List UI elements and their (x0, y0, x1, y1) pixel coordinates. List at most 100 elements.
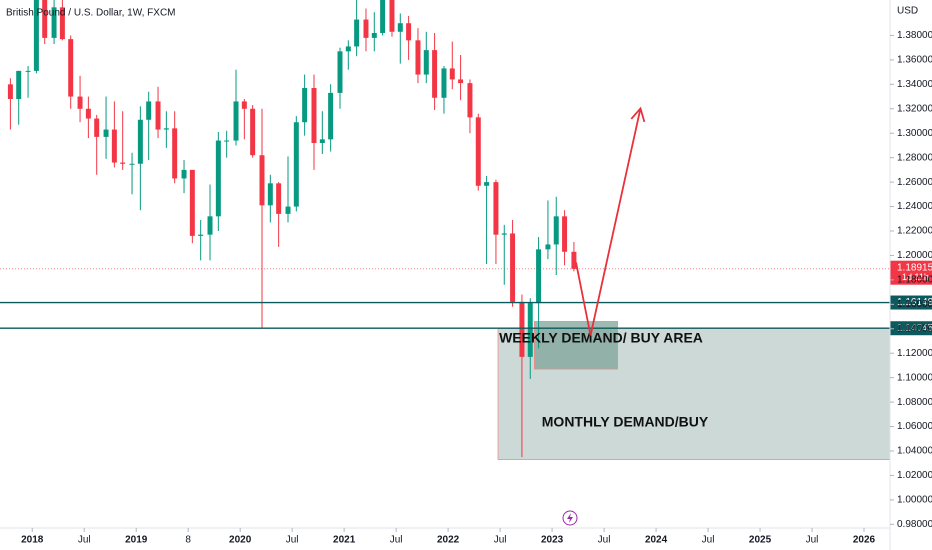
candle-body (198, 234, 204, 236)
price-label: 1.16148 (897, 297, 932, 308)
candle-body (380, 0, 386, 33)
candle-body (371, 33, 377, 38)
y-tick-label: 1.08000 (897, 397, 932, 408)
candle-body (406, 23, 412, 41)
x-tick-label: 2022 (437, 535, 460, 546)
candle-body (25, 70, 31, 72)
candle-body (571, 251, 577, 269)
candle-body (129, 163, 135, 165)
candle-body (33, 0, 39, 71)
x-tick-label: 2018 (21, 535, 44, 546)
x-tick-label: 8 (185, 535, 191, 546)
y-axis-label: USD (897, 6, 918, 17)
y-tick-label: 1.34000 (897, 79, 932, 90)
candle-body (501, 233, 507, 235)
event-icon[interactable] (562, 510, 578, 526)
candle-body (224, 140, 230, 142)
x-tick-label: 2023 (541, 535, 564, 546)
candle-body (285, 206, 291, 214)
candle-body (475, 117, 481, 186)
y-tick-label: 1.16000 (897, 299, 932, 310)
candle-body (527, 303, 533, 357)
y-tick-label: 1.36000 (897, 55, 932, 66)
candle-body (233, 101, 239, 141)
candle-body (42, 0, 48, 38)
y-tick-label: 1.02000 (897, 470, 932, 481)
candle-body (51, 7, 57, 38)
candle-body (215, 140, 221, 217)
candle-body (545, 244, 551, 250)
y-tick-label: 1.32000 (897, 103, 932, 114)
current-price-box (890, 260, 932, 285)
price-label-box (890, 321, 932, 336)
candle-body (493, 182, 499, 235)
y-tick-label: 1.30000 (897, 128, 932, 139)
candle-body (172, 128, 178, 179)
x-tick-label: Jul (806, 535, 819, 546)
zone-label: MONTHLY DEMAND/BUY (542, 414, 709, 430)
y-tick-label: 1.18000 (897, 275, 932, 286)
candle-body (59, 7, 65, 40)
price-label-box (890, 295, 932, 310)
candle-body (241, 101, 247, 109)
candle-body (120, 162, 126, 164)
y-tick-label: 1.38000 (897, 30, 932, 41)
candle-body (510, 233, 516, 302)
x-tick-label: 2026 (853, 535, 876, 546)
zone-label: WEEKLY DEMAND/ BUY AREA (499, 330, 703, 346)
candle-body (77, 96, 83, 109)
x-tick-label: Jul (390, 535, 403, 546)
candle-body (163, 128, 169, 130)
x-tick-label: 2024 (645, 535, 668, 546)
candle-body (553, 216, 559, 245)
candle-body (441, 68, 447, 98)
countdown-label: 1d 11h (902, 272, 929, 282)
candle-body (137, 119, 143, 164)
candle-body (562, 216, 568, 252)
y-tick-label: 1.00000 (897, 495, 932, 506)
candle-body (16, 70, 22, 99)
y-tick-label: 1.04000 (897, 446, 932, 457)
candle-body (7, 84, 13, 99)
candle-body (181, 169, 187, 179)
candle-body (337, 51, 343, 93)
candle-body (458, 79, 464, 84)
x-tick-label: 2019 (125, 535, 148, 546)
candle-body (389, 0, 395, 32)
candle-body (146, 101, 152, 120)
y-tick-label: 1.24000 (897, 201, 932, 212)
candle-body (519, 301, 525, 357)
x-tick-label: 2021 (333, 535, 356, 546)
x-tick-label: Jul (494, 535, 507, 546)
x-tick-label: 2020 (229, 535, 252, 546)
forecast-arrow (575, 108, 642, 336)
x-tick-label: Jul (598, 535, 611, 546)
y-tick-label: 1.22000 (897, 226, 932, 237)
candle-body (311, 88, 317, 143)
x-tick-label: Jul (286, 535, 299, 546)
candle-body (155, 101, 161, 130)
candle-body (68, 39, 74, 97)
x-tick-label: Jul (702, 535, 715, 546)
candle-body (536, 249, 542, 304)
demand-zone (534, 321, 618, 370)
candle-body (484, 182, 490, 186)
candle-body (276, 183, 282, 214)
candle-body (319, 139, 325, 143)
candle-body (94, 118, 100, 137)
y-tick-label: 1.12000 (897, 348, 932, 359)
candle-body (397, 23, 403, 32)
candle-body (250, 108, 256, 156)
arrow-head (630, 106, 646, 123)
candle-body (432, 50, 438, 98)
current-price-label: 1.18915 (897, 262, 932, 273)
candle-body (449, 68, 455, 80)
candle-body (189, 169, 195, 236)
candle-body (415, 40, 421, 75)
candle-body (354, 19, 360, 47)
price-label: 1.14045 (897, 323, 932, 334)
x-tick-label: 2025 (749, 535, 772, 546)
y-tick-label: 1.26000 (897, 177, 932, 188)
y-tick-label: 1.10000 (897, 372, 932, 383)
